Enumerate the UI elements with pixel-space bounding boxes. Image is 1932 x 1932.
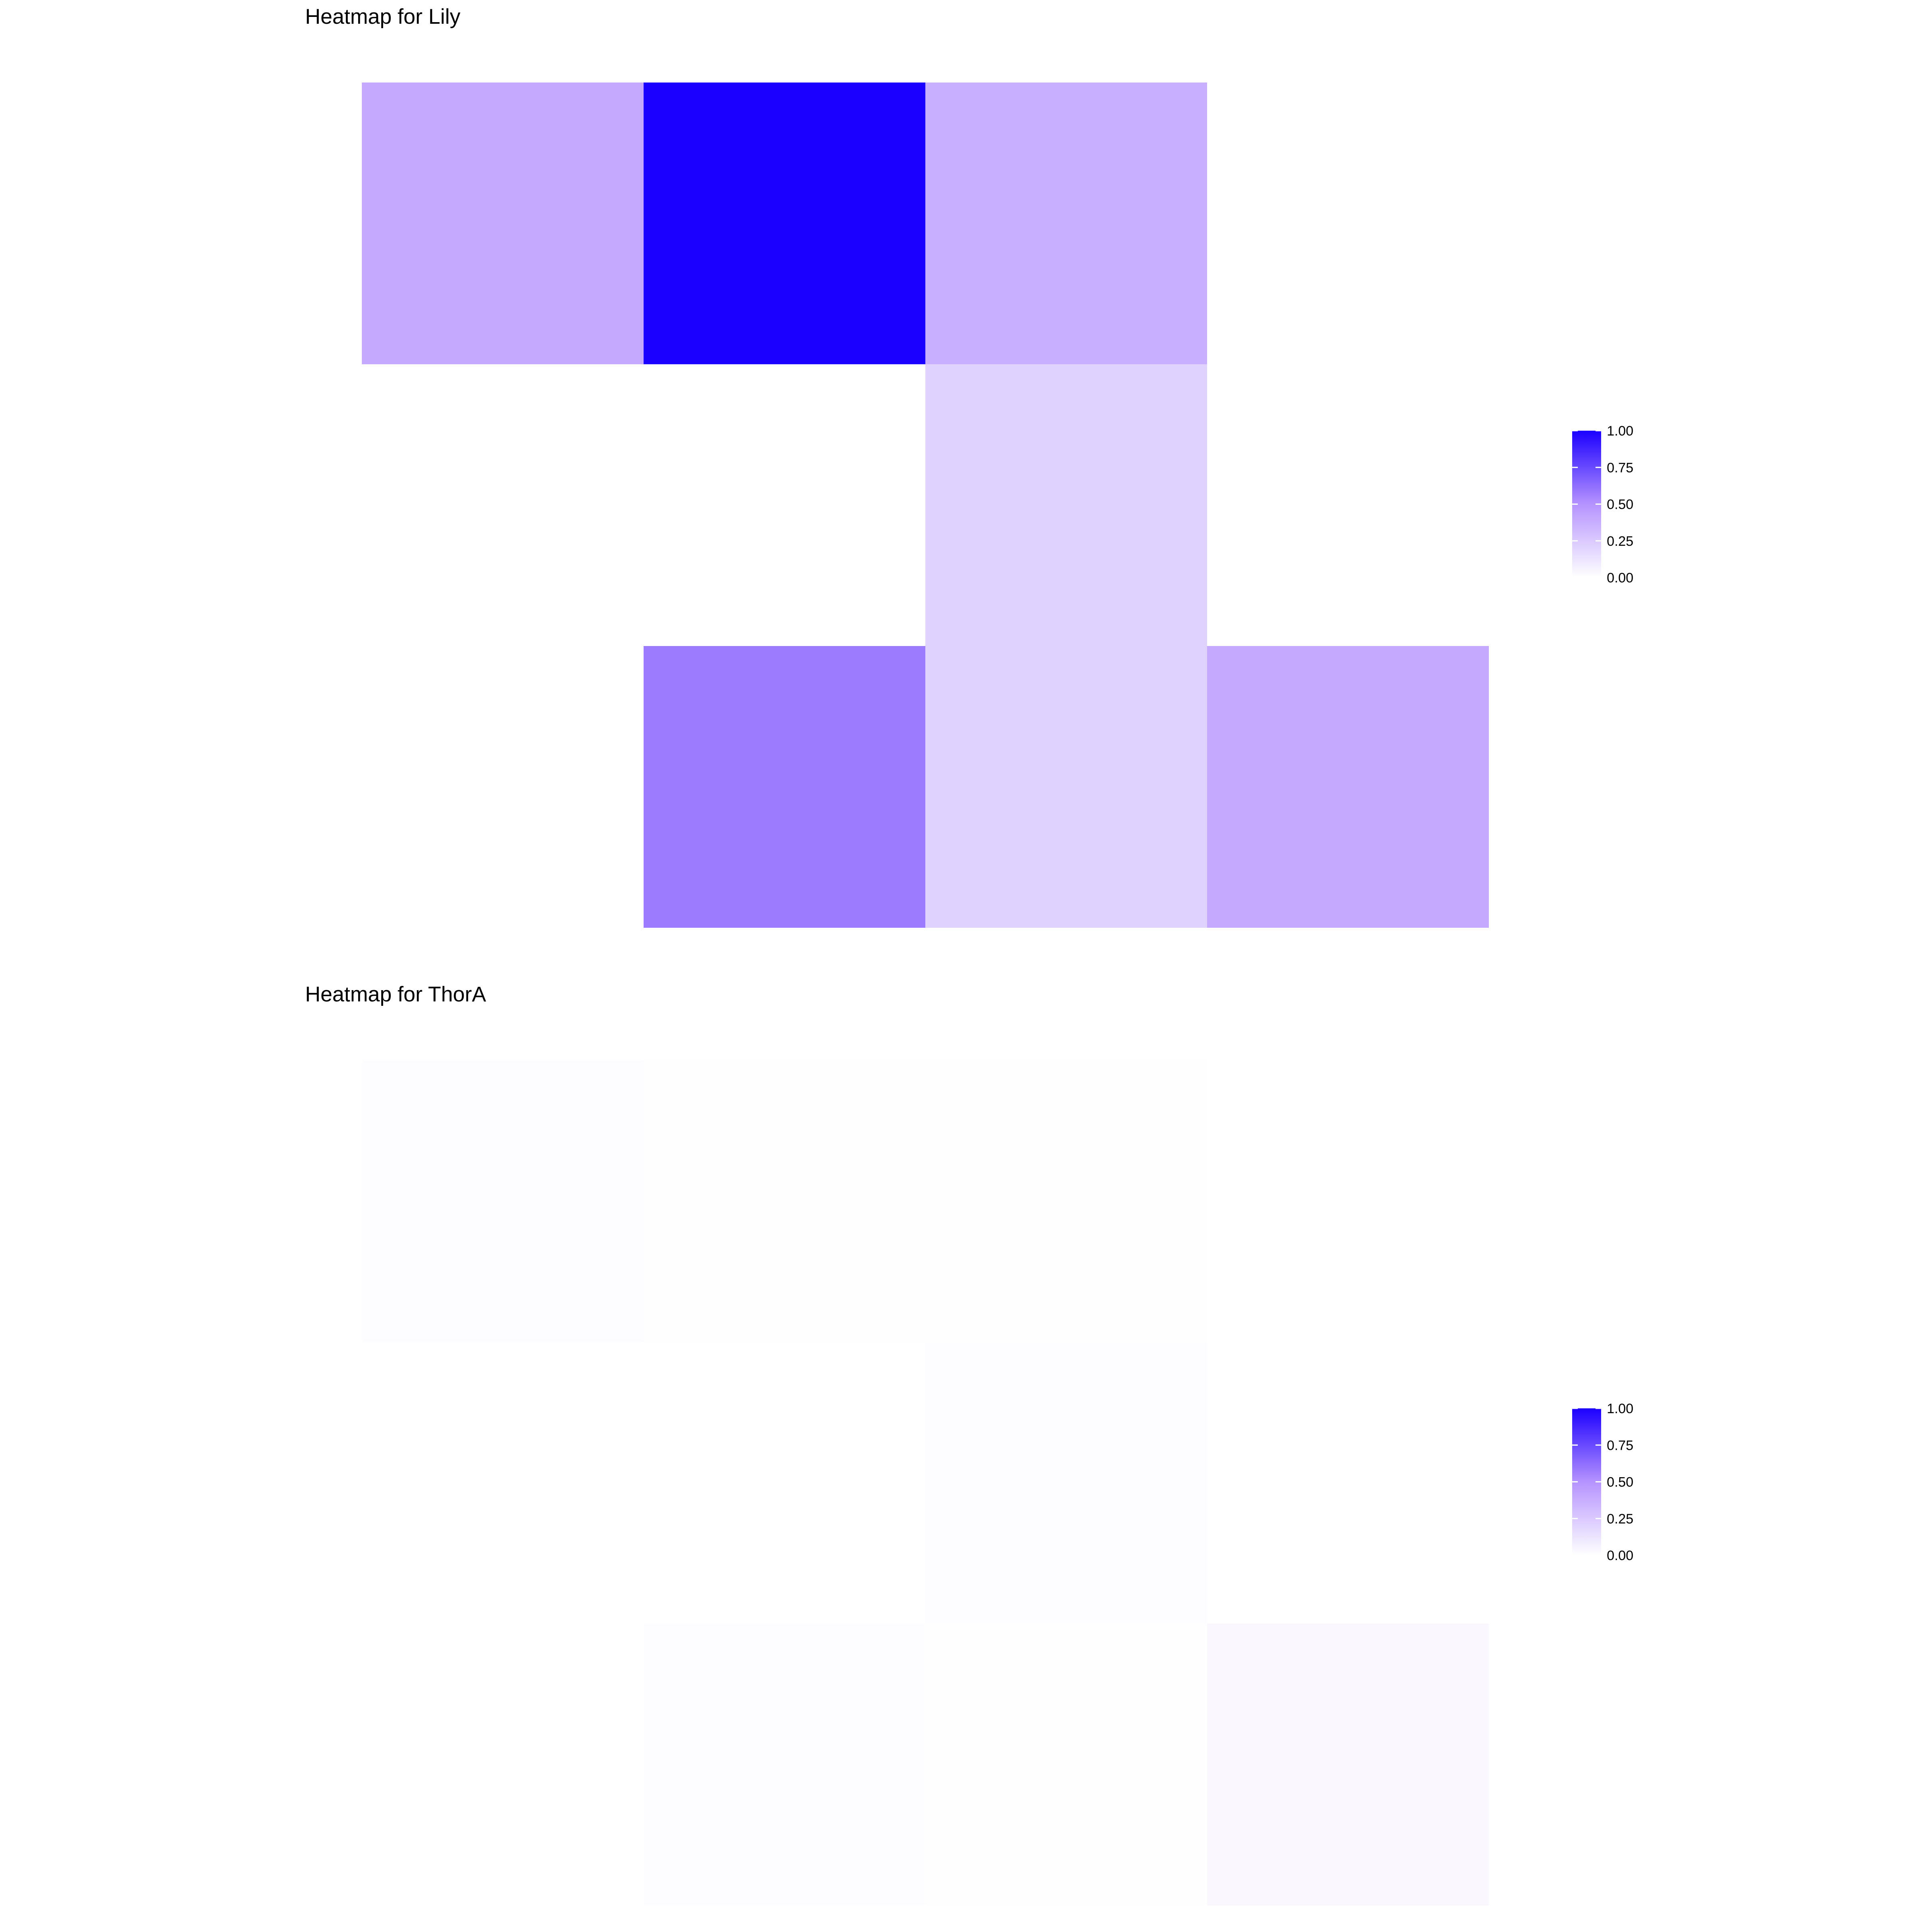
- heatmap-cells: [362, 1060, 1489, 1905]
- heatmap-cell-r0-c1: [644, 1060, 925, 1342]
- heatmap-cell-r0-c2: [925, 1060, 1207, 1342]
- heatmap-cell-r2-c2: [925, 646, 1207, 928]
- legend-tick-label: 0.75: [1607, 460, 1633, 475]
- heatmap-cell-r2-c3: [1207, 646, 1489, 928]
- color-legend: 1.00 0.75 0.50 0.25 0.00: [1572, 423, 1633, 586]
- color-legend: 1.00 0.75 0.50 0.25 0.00: [1572, 1401, 1633, 1563]
- legend-tick-label: 0.75: [1607, 1438, 1633, 1453]
- heatmap-panel-thora: Heatmap for ThorA 1.00 0.75 0.50 0.25 0.00: [305, 983, 1633, 1905]
- heatmap-cell-r2-c3: [1207, 1624, 1489, 1905]
- legend-tick-label: 0.25: [1607, 1511, 1633, 1527]
- heatmap-cell-r2-c2: [925, 1624, 1207, 1905]
- heatmap-cells: [362, 83, 1489, 928]
- heatmap-cell-r1-c2: [925, 364, 1207, 646]
- heatmap-cell-r1-c2: [925, 1342, 1207, 1624]
- heatmap-cell-r0-c0: [362, 83, 644, 364]
- legend-tick-label: 0.25: [1607, 534, 1633, 549]
- heatmap-cell-r2-c1: [644, 1624, 925, 1905]
- heatmap-cell-r2-c1: [644, 646, 925, 928]
- heatmap-cell-r0-c2: [925, 83, 1207, 364]
- legend-tick-label: 0.00: [1607, 1548, 1633, 1563]
- heatmap-cell-r0-c0: [362, 1060, 644, 1342]
- heatmap-cell-r0-c1: [644, 83, 925, 364]
- heatmap-panel-lily: Heatmap for Lily 1.00 0.75 0.50 0.25 0.00: [305, 5, 1633, 928]
- legend-tick-label: 0.50: [1607, 1475, 1633, 1490]
- legend-tick-label: 0.50: [1607, 497, 1633, 512]
- legend-tick-label: 0.00: [1607, 570, 1633, 586]
- panel-title: Heatmap for ThorA: [305, 983, 486, 1006]
- panel-title: Heatmap for Lily: [305, 5, 460, 29]
- legend-tick-label: 1.00: [1607, 423, 1633, 439]
- legend-tick-label: 1.00: [1607, 1401, 1633, 1416]
